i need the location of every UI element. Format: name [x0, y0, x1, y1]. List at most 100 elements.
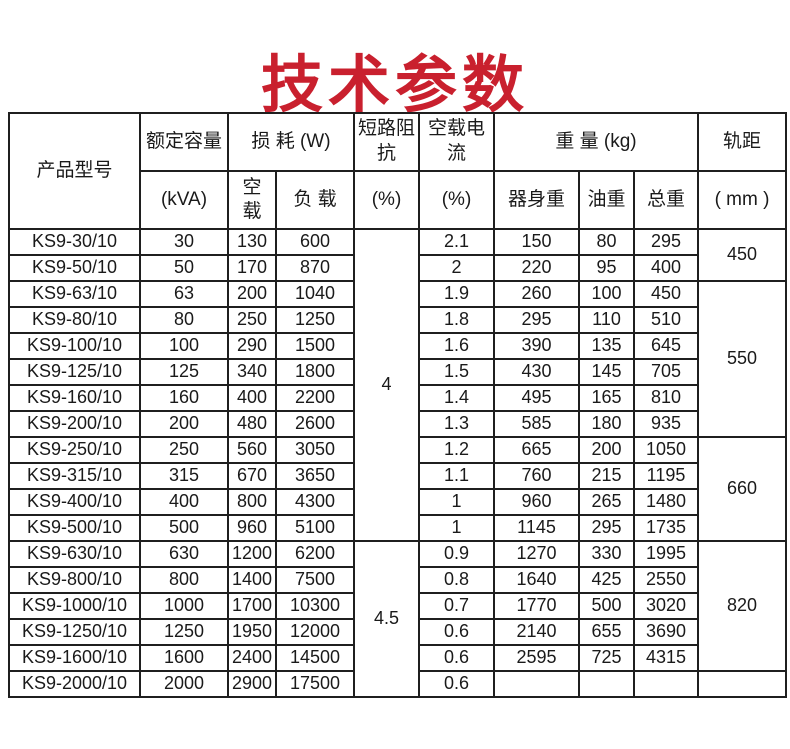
- cell-oil-weight: 95: [578, 254, 635, 282]
- header-loss-group: 损 耗 (W): [227, 112, 355, 172]
- cell-gauge: 550: [697, 280, 787, 438]
- cell-no-load-current: 1.2: [418, 436, 495, 464]
- cell-body-weight: 2595: [493, 644, 580, 672]
- header-rated-capacity: 额定容量: [139, 112, 229, 172]
- header-weight-body: 器身重: [493, 170, 580, 230]
- header-gauge-unit: ( mm ): [697, 170, 787, 230]
- cell-model: KS9-250/10: [8, 436, 141, 464]
- cell-no-load-loss: 2900: [227, 670, 277, 698]
- cell-kva: 200: [139, 410, 229, 438]
- cell-total-weight: 1995: [633, 540, 699, 568]
- cell-impedance: 4: [353, 228, 420, 542]
- table-row: KS9-30/10 30 130 600 4 2.1 150 80 295 450: [8, 228, 787, 542]
- table-row: KS9-160/10 160 400 2200 1.4 495 165 810: [8, 384, 786, 412]
- cell-total-weight: 1195: [633, 462, 699, 490]
- cell-model: KS9-500/10: [8, 514, 141, 542]
- cell-kva: 2000: [139, 670, 229, 698]
- cell-model: KS9-1250/10: [8, 618, 141, 646]
- cell-load-loss: 14500: [275, 644, 355, 672]
- table-row: KS9-315/10 315 670 3650 1.1 760 215 1195: [8, 462, 786, 490]
- cell-no-load-current: 0.7: [418, 592, 495, 620]
- cell-body-weight: 1770: [493, 592, 580, 620]
- cell-kva: 125: [139, 358, 229, 386]
- cell-model: KS9-630/10: [8, 540, 141, 568]
- table-row: KS9-200/10 200 480 2600 1.3 585 180 935: [8, 410, 786, 438]
- header-weight-oil: 油重: [578, 170, 635, 230]
- cell-total-weight: 510: [633, 306, 699, 334]
- cell-no-load-loss: 2400: [227, 644, 277, 672]
- cell-load-loss: 5100: [275, 514, 355, 542]
- cell-gauge: 450: [697, 228, 787, 282]
- page-title: 技术参数: [260, 50, 529, 120]
- header-gauge: 轨距: [697, 112, 787, 172]
- cell-body-weight: 220: [493, 254, 580, 282]
- cell-no-load-loss: 1200: [227, 540, 277, 568]
- cell-total-weight: 4315: [633, 644, 699, 672]
- cell-no-load-loss: 130: [227, 228, 277, 256]
- cell-kva: 800: [139, 566, 229, 594]
- table-row: KS9-630/10 630 1200 6200 4.5 0.9 1270 330 1995 82…: [8, 540, 787, 698]
- cell-total-weight: 935: [633, 410, 699, 438]
- header-product-model: 产品型号: [8, 112, 141, 230]
- header-no-load-current-unit: (%): [418, 170, 495, 230]
- cell-load-loss: 6200: [275, 540, 355, 568]
- table-row: KS9-50/10 50 170 870 2 220 95 400: [8, 254, 786, 282]
- table-row: KS9-125/10 125 340 1800 1.5 430 145 705: [8, 358, 786, 386]
- cell-total-weight: 1480: [633, 488, 699, 516]
- cell-load-loss: 12000: [275, 618, 355, 646]
- header-impedance-unit: (%): [353, 170, 420, 230]
- cell-no-load-loss: 200: [227, 280, 277, 308]
- cell-oil-weight: 425: [578, 566, 635, 594]
- cell-no-load-current: 1.4: [418, 384, 495, 412]
- cell-no-load-loss: 670: [227, 462, 277, 490]
- cell-no-load-current: 1: [418, 488, 495, 516]
- cell-total-weight: 705: [633, 358, 699, 386]
- cell-no-load-loss: 170: [227, 254, 277, 282]
- cell-total-weight: 450: [633, 280, 699, 308]
- cell-kva: 1250: [139, 618, 229, 646]
- cell-gauge: 660: [697, 436, 787, 542]
- table-row: KS9-100/10 100 290 1500 1.6 390 135 645: [8, 332, 786, 360]
- cell-no-load-current: 1.9: [418, 280, 495, 308]
- cell-no-load-loss: 960: [227, 514, 277, 542]
- cell-total-weight: 810: [633, 384, 699, 412]
- cell-load-loss: 1040: [275, 280, 355, 308]
- cell-no-load-current: 0.6: [418, 644, 495, 672]
- cell-kva: 50: [139, 254, 229, 282]
- spec-table-body: KS9-30/10 30 130 600 4 2.1 150 80 295 450 KS9-50/1…: [8, 228, 787, 698]
- cell-no-load-current: 1.3: [418, 410, 495, 438]
- cell-oil-weight: 135: [578, 332, 635, 360]
- cell-oil-weight: 330: [578, 540, 635, 568]
- cell-oil-weight: 655: [578, 618, 635, 646]
- cell-kva: 630: [139, 540, 229, 568]
- cell-kva: 1600: [139, 644, 229, 672]
- cell-oil-weight: 725: [578, 644, 635, 672]
- cell-kva: 160: [139, 384, 229, 412]
- cell-no-load-current: 2: [418, 254, 495, 282]
- cell-total-weight: 1050: [633, 436, 699, 464]
- cell-kva: 30: [139, 228, 229, 256]
- cell-body-weight: 1270: [493, 540, 580, 568]
- header-rated-capacity-unit: (kVA): [139, 170, 229, 230]
- cell-oil-weight: 200: [578, 436, 635, 464]
- cell-no-load-loss: 250: [227, 306, 277, 334]
- cell-no-load-current: 1.1: [418, 462, 495, 490]
- spec-table-container: 产品型号 额定容量 损 耗 (W) 短路阻抗 空载电流 重 量 (kg) 轨距 …: [8, 112, 787, 698]
- cell-total-weight: 2550: [633, 566, 699, 594]
- cell-oil-weight: 165: [578, 384, 635, 412]
- cell-total-weight: 645: [633, 332, 699, 360]
- header-loss-load: 负 载: [275, 170, 355, 230]
- cell-body-weight: 430: [493, 358, 580, 386]
- cell-load-loss: 10300: [275, 592, 355, 620]
- cell-load-loss: 3050: [275, 436, 355, 464]
- cell-body-weight: 665: [493, 436, 580, 464]
- spec-table: 产品型号 额定容量 损 耗 (W) 短路阻抗 空载电流 重 量 (kg) 轨距 …: [8, 112, 787, 698]
- cell-load-loss: 1250: [275, 306, 355, 334]
- header-row-2: (kVA) 空载 负 载 (%) (%) 器身重 油重 总重 ( mm ): [9, 170, 787, 230]
- cell-body-weight: 1640: [493, 566, 580, 594]
- cell-no-load-loss: 290: [227, 332, 277, 360]
- table-row: KS9-1000/10 1000 1700 10300 0.7 1770 500 3020: [8, 592, 786, 620]
- cell-no-load-loss: 400: [227, 384, 277, 412]
- cell-no-load-loss: 1400: [227, 566, 277, 594]
- cell-no-load-current: 2.1: [418, 228, 495, 256]
